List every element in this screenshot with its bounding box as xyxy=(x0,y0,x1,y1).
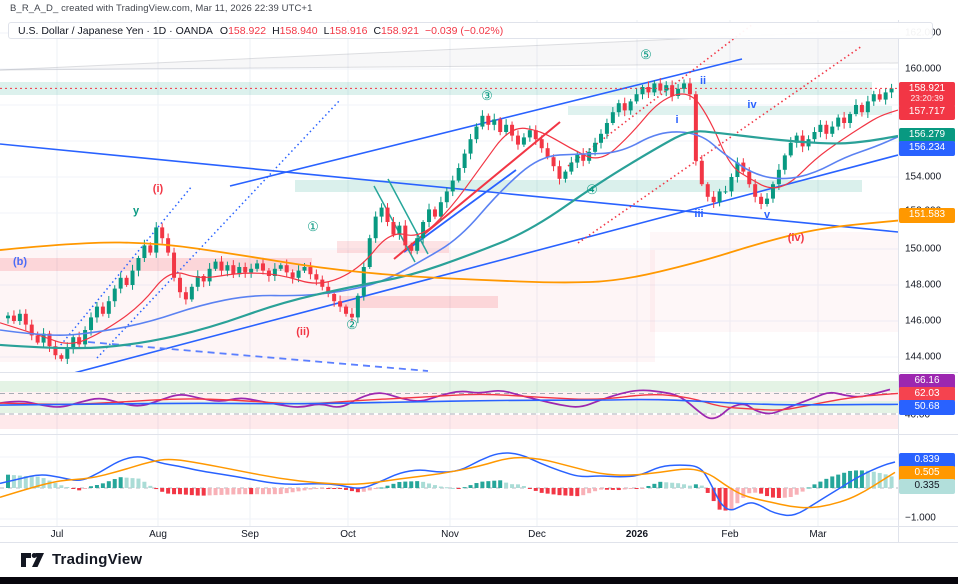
axis-tick: 160.000 xyxy=(905,63,942,75)
tradingview-logo[interactable]: TradingView xyxy=(20,550,142,569)
macd-pane[interactable] xyxy=(0,452,898,517)
time-label-Sep: Sep xyxy=(241,529,259,540)
time-label-2026: 2026 xyxy=(625,529,649,540)
open-label: O xyxy=(219,24,229,37)
macd-histogram xyxy=(6,470,894,511)
dashed-support-line[interactable] xyxy=(87,341,429,372)
price-badge-0.335: 0.335 xyxy=(899,479,955,494)
time-label-Oct: Oct xyxy=(340,529,356,540)
ascending-channel-upper[interactable] xyxy=(229,58,743,187)
time-label-Aug: Aug xyxy=(149,529,167,540)
demand-zone-154 xyxy=(295,180,862,192)
time-label-Feb: Feb xyxy=(721,529,739,540)
time-label-Nov: Nov xyxy=(441,529,459,540)
ascending-channel-lower[interactable] xyxy=(55,154,898,378)
close-label: C xyxy=(373,24,382,37)
price-badge-0.839: 0.839 xyxy=(899,453,955,468)
ohlc-values: O158.922 H158.940 L158.916 C158.921 −0.0… xyxy=(220,25,503,37)
pane-separator[interactable] xyxy=(0,434,958,435)
red-dotted-channel-1[interactable] xyxy=(567,23,754,167)
axis-tick: 144.000 xyxy=(905,351,942,363)
close-value: 158.921 xyxy=(381,24,419,37)
ma-long-orange[interactable] xyxy=(0,219,898,284)
window-bottom-edge xyxy=(0,577,958,584)
open-value: 158.922 xyxy=(228,24,267,37)
symbol-legend-bar[interactable]: U.S. Dollar / Japanese Yen · 1D · OANDA … xyxy=(8,22,933,39)
axis-tick: −1.000 xyxy=(905,512,936,524)
price-axis[interactable]: 162.000160.000154.000152.000150.000148.0… xyxy=(898,0,958,542)
pink-area-right xyxy=(650,232,898,332)
macd-signal-line[interactable] xyxy=(0,456,896,509)
pane-separator[interactable] xyxy=(0,372,958,373)
price-badge-156.234: 156.234 xyxy=(899,141,955,156)
watermark-text: B_R_A_D_ created with TradingView.com, M… xyxy=(10,3,313,14)
footer-bar: TradingView xyxy=(0,543,958,577)
time-label-Jul: Jul xyxy=(50,529,64,540)
tradingview-logo-text: TradingView xyxy=(52,551,143,568)
ma-fast-red[interactable] xyxy=(0,93,898,344)
axis-tick: 146.000 xyxy=(905,315,942,327)
dotted-channel-left-2[interactable] xyxy=(96,99,341,359)
chart-plot-area[interactable] xyxy=(0,0,898,542)
axis-tick: 154.000 xyxy=(905,171,942,183)
time-label-Dec: Dec xyxy=(528,529,546,540)
time-axis[interactable]: Jul Aug Sep Oct Nov Dec 2026 Feb Mar xyxy=(0,527,898,542)
price-pane[interactable] xyxy=(0,23,898,378)
pink-band-146-8 xyxy=(340,296,498,308)
price-badge-0.505: 0.505 xyxy=(899,466,955,481)
chart-bottom-border xyxy=(0,542,958,543)
supply-zone-157-7 xyxy=(568,106,892,115)
chart-canvas[interactable] xyxy=(0,0,898,542)
low-value: 158.916 xyxy=(329,24,368,37)
high-label: H xyxy=(272,24,280,37)
axis-tick: 40.00 xyxy=(905,409,931,421)
price-badge-156.279: 156.279 xyxy=(899,128,955,143)
change-value: −0.039 (−0.02%) xyxy=(425,24,504,37)
teal-flag-line-2[interactable] xyxy=(387,178,429,255)
axis-tick: 148.000 xyxy=(905,279,942,291)
rsi-pane[interactable] xyxy=(0,381,898,429)
ma-mid-blue[interactable] xyxy=(0,131,898,336)
price-badge-66.16: 66.16 xyxy=(899,374,955,389)
high-value: 158.940 xyxy=(279,24,318,37)
rsi-ma-red[interactable] xyxy=(0,392,898,411)
low-label: L xyxy=(323,24,330,37)
axis-tick: 150.000 xyxy=(905,243,942,255)
descending-trendline[interactable] xyxy=(0,143,898,233)
price-badge-158.921: 158.921 23:20:39 xyxy=(899,82,955,107)
rsi-ma-blue[interactable] xyxy=(0,398,898,406)
price-badge-50.68: 50.68 xyxy=(899,400,955,415)
price-badge-157.717: 157.717 xyxy=(899,105,955,120)
time-label-Mar: Mar xyxy=(809,529,827,540)
axis-separator xyxy=(898,20,899,542)
symbol-title[interactable]: U.S. Dollar / Japanese Yen · 1D · OANDA xyxy=(18,24,213,37)
gray-wedge xyxy=(0,29,898,70)
red-dotted-channel-2[interactable] xyxy=(577,45,863,244)
bar-countdown: 23:20:39 xyxy=(910,93,944,103)
macd-line[interactable] xyxy=(0,452,896,517)
price-badge-151.583: 151.583 xyxy=(899,208,955,223)
pink-band-151-5 xyxy=(337,241,449,253)
tradingview-logo-icon xyxy=(21,553,44,567)
rsi-line[interactable] xyxy=(0,388,891,420)
ma-slow-teal[interactable] xyxy=(0,130,898,350)
price-badge-62.03: 62.03 xyxy=(899,387,955,402)
pane-separator xyxy=(0,526,958,527)
